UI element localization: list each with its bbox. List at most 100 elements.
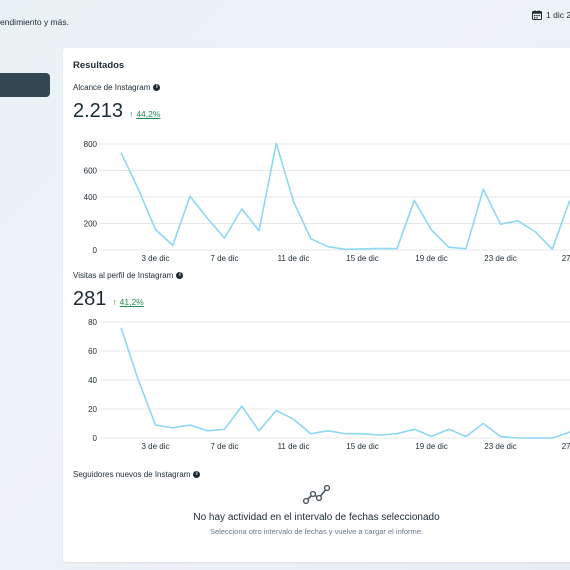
data-point[interactable]	[154, 424, 156, 426]
x-tick-label: 27 d	[562, 442, 570, 451]
data-point[interactable]	[223, 237, 225, 239]
data-point[interactable]	[154, 228, 156, 230]
data-point[interactable]	[517, 437, 519, 439]
x-tick-label: 23 de dic	[484, 254, 516, 263]
results-title: Resultados	[73, 60, 125, 71]
data-point[interactable]	[310, 432, 312, 434]
data-point[interactable]	[448, 246, 450, 248]
results-card: Resultados Alcance de Instagram i 2.213 …	[63, 48, 570, 562]
data-point[interactable]	[396, 432, 398, 434]
data-point[interactable]	[189, 424, 191, 426]
y-tick-label: 20	[88, 405, 97, 414]
data-point[interactable]	[120, 327, 122, 329]
arrow-up-icon: ↑	[129, 109, 134, 119]
data-point[interactable]	[172, 244, 174, 246]
data-point[interactable]	[517, 220, 519, 222]
reach-line-chart: 0 200 400 600 800 3 de dic 7 de dic 11 de dic 15…	[84, 140, 570, 263]
data-point[interactable]	[292, 418, 294, 420]
y-tick-label: 40	[88, 376, 97, 385]
x-tick-label: 23 de dic	[484, 442, 516, 451]
data-point[interactable]	[413, 428, 415, 430]
data-point[interactable]	[206, 217, 208, 219]
y-tick-label: 0	[93, 246, 98, 255]
data-point[interactable]	[379, 247, 381, 249]
data-point[interactable]	[120, 151, 122, 153]
x-tick-label: 19 de dic	[415, 254, 447, 263]
data-point[interactable]	[379, 434, 381, 436]
trend-line-icon	[302, 484, 330, 505]
data-point[interactable]	[292, 200, 294, 202]
page-description: endimiento y más.	[0, 17, 69, 27]
empty-state-subtitle: Selecciona otro intervalo de fechas y vu…	[209, 527, 424, 536]
data-point[interactable]	[241, 208, 243, 210]
y-tick-label: 60	[88, 347, 97, 356]
data-point[interactable]	[172, 427, 174, 429]
y-tick-label: 80	[88, 318, 97, 327]
data-point[interactable]	[137, 188, 139, 190]
arrow-up-icon: ↑	[112, 297, 117, 307]
data-point[interactable]	[465, 247, 467, 249]
data-point[interactable]	[534, 230, 536, 232]
y-tick-label: 0	[93, 434, 98, 443]
reach-change-pct: 44,2%	[136, 109, 161, 119]
data-point[interactable]	[189, 195, 191, 197]
visits-value: 281	[73, 288, 107, 310]
y-tick-label: 600	[84, 167, 98, 176]
data-point[interactable]	[275, 409, 277, 411]
data-point[interactable]	[361, 248, 363, 250]
data-point[interactable]	[310, 238, 312, 240]
x-tick-label: 27 d	[562, 254, 570, 263]
x-tick-label: 3 de dic	[141, 254, 169, 263]
x-tick-label: 7 de dic	[210, 442, 238, 451]
data-point[interactable]	[465, 435, 467, 437]
info-icon[interactable]: i	[193, 471, 201, 478]
date-range-picker[interactable]: 1 dic 2	[532, 10, 570, 20]
data-point[interactable]	[327, 245, 329, 247]
data-point[interactable]	[258, 230, 260, 232]
reach-value: 2.213	[73, 100, 124, 122]
sidebar-button[interactable]	[0, 73, 50, 97]
visits-line-chart: 0 20 40 60 80 3 de dic 7 de dic 11 de dic 15 de …	[88, 318, 570, 451]
x-tick-label: 19 de dic	[415, 442, 447, 451]
data-point[interactable]	[241, 405, 243, 407]
reach-label: Alcance de Instagram i	[73, 83, 161, 92]
data-point[interactable]	[482, 422, 484, 424]
data-point[interactable]	[448, 428, 450, 430]
data-point[interactable]	[499, 435, 501, 437]
x-tick-label: 15 de dic	[346, 254, 378, 263]
data-point[interactable]	[361, 432, 363, 434]
data-point[interactable]	[344, 248, 346, 250]
data-point[interactable]	[275, 142, 277, 144]
data-point[interactable]	[223, 428, 225, 430]
data-point[interactable]	[137, 379, 139, 381]
data-point[interactable]	[258, 430, 260, 432]
data-point[interactable]	[413, 199, 415, 201]
followers-label: Seguidores nuevos de Instagram i	[73, 470, 201, 479]
info-icon[interactable]: i	[176, 272, 184, 279]
data-point[interactable]	[499, 223, 501, 225]
visits-label-text: Visitas al perfil de Instagram	[73, 271, 174, 280]
data-point[interactable]	[482, 188, 484, 190]
calendar-icon	[532, 10, 542, 20]
reach-change[interactable]: ↑ 44,2%	[129, 109, 160, 119]
data-point[interactable]	[534, 437, 536, 439]
data-point[interactable]	[396, 247, 398, 249]
series-line	[120, 327, 570, 439]
data-point[interactable]	[430, 229, 432, 231]
followers-label-text: Seguidores nuevos de Instagram	[73, 470, 191, 479]
visits-change[interactable]: ↑ 41,2%	[112, 297, 143, 307]
reach-label-text: Alcance de Instagram	[73, 83, 151, 92]
data-point[interactable]	[344, 432, 346, 434]
info-icon[interactable]: i	[153, 84, 161, 91]
data-point[interactable]	[430, 435, 432, 437]
data-point[interactable]	[551, 248, 553, 250]
x-tick-label: 11 de dic	[278, 254, 310, 263]
x-tick-label: 3 de dic	[141, 442, 169, 451]
y-tick-label: 200	[84, 220, 98, 229]
y-tick-label: 800	[84, 140, 98, 149]
data-point[interactable]	[551, 437, 553, 439]
data-point[interactable]	[206, 430, 208, 432]
visits-change-pct: 41,2%	[119, 297, 144, 307]
y-tick-label: 400	[84, 193, 98, 202]
data-point[interactable]	[327, 430, 329, 432]
